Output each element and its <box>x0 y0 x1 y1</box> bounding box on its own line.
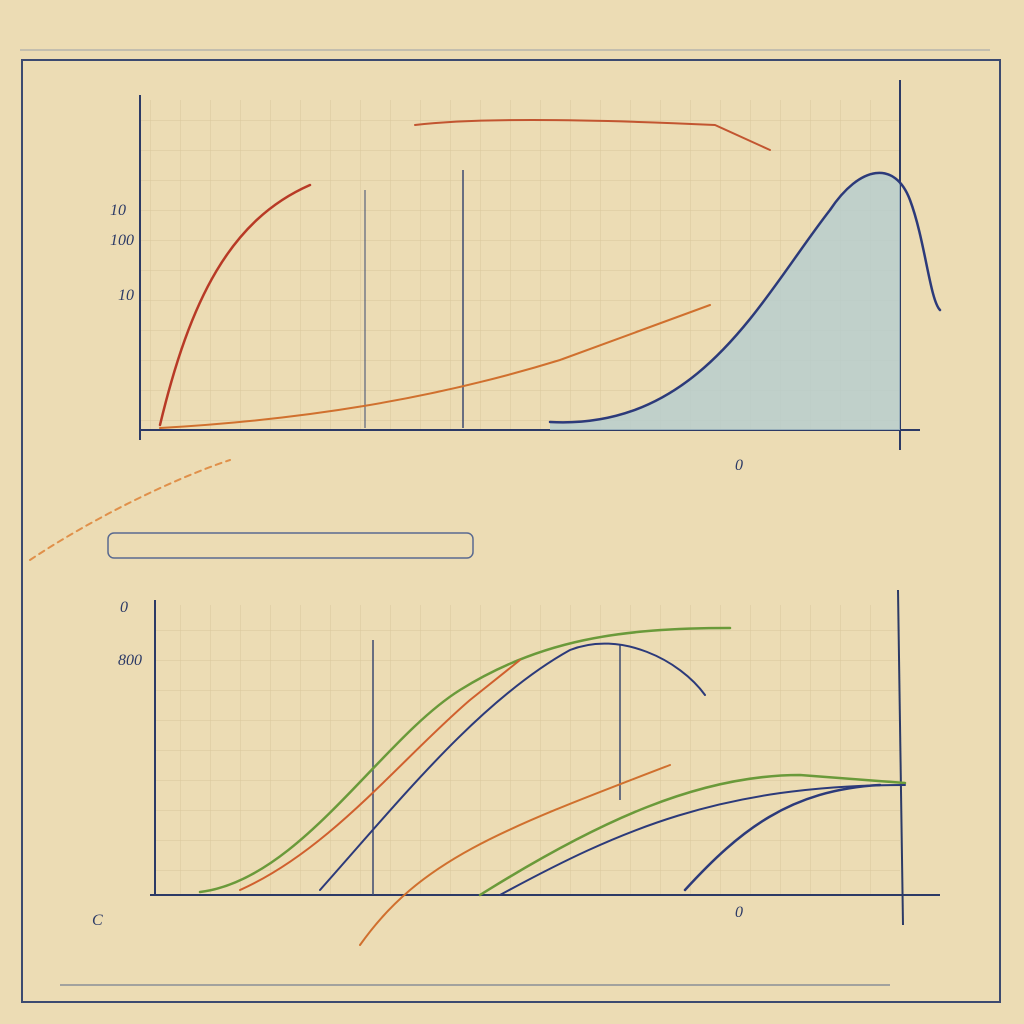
shaded-area <box>550 172 900 430</box>
y-tick-label: 10 <box>110 202 126 219</box>
blue-curve <box>319 642 706 891</box>
frame <box>21 59 1001 1003</box>
y-tick-label: 10 <box>118 287 134 304</box>
blue-curve <box>683 783 882 892</box>
caption-box <box>107 532 474 559</box>
axis-note: 0 <box>735 457 743 474</box>
green-curve <box>198 626 732 894</box>
green-curve <box>478 773 907 897</box>
bell-curve <box>548 171 942 424</box>
blue-curve <box>499 784 906 896</box>
y-tick-label: 800 <box>118 652 142 669</box>
orange-curve <box>159 304 711 429</box>
bottom-right-axis <box>897 589 904 926</box>
x-tick-label: C <box>92 912 103 929</box>
orange-dashed <box>29 459 231 561</box>
red-curve <box>414 119 771 151</box>
y-tick-label: 100 <box>110 232 134 249</box>
orange-curve <box>359 764 671 946</box>
x-tick-label: 0 <box>735 904 743 921</box>
bottom-grid <box>155 605 900 895</box>
y-tick-label: 0 <box>120 599 128 616</box>
orange-curve <box>239 659 521 891</box>
red-curve <box>158 183 312 427</box>
